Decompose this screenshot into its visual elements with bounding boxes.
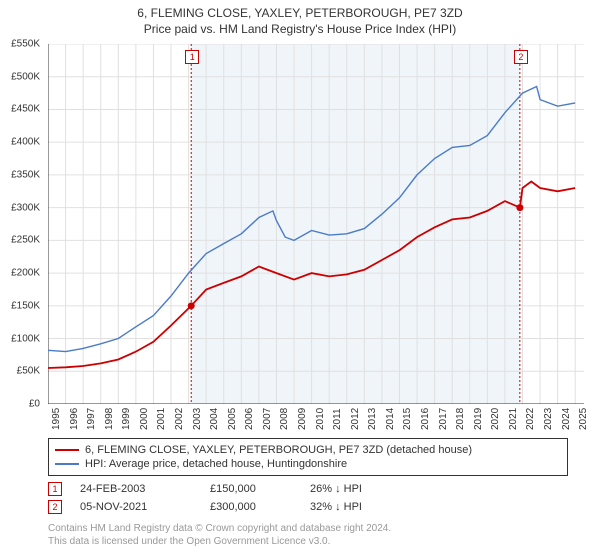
x-tick-label: 1996: [69, 408, 80, 430]
x-tick-label: 1998: [104, 408, 115, 430]
y-tick-label: £450K: [11, 104, 40, 115]
chart-titles: 6, FLEMING CLOSE, YAXLEY, PETERBOROUGH, …: [0, 0, 600, 36]
marker-row-id: 2: [48, 500, 62, 514]
x-tick-label: 2017: [438, 408, 449, 430]
title-main: 6, FLEMING CLOSE, YAXLEY, PETERBOROUGH, …: [0, 6, 600, 20]
plot-svg: [48, 44, 584, 404]
chart-container: 6, FLEMING CLOSE, YAXLEY, PETERBOROUGH, …: [0, 0, 600, 560]
y-tick-label: £550K: [11, 39, 40, 50]
y-tick-label: £400K: [11, 137, 40, 148]
legend-label: 6, FLEMING CLOSE, YAXLEY, PETERBOROUGH, …: [85, 444, 472, 456]
x-tick-label: 2022: [525, 408, 536, 430]
marker-row: 2 05-NOV-2021£300,00032% ↓ HPI: [48, 498, 568, 516]
marker-row: 1 24-FEB-2003£150,00026% ↓ HPI: [48, 480, 568, 498]
y-tick-label: £150K: [11, 300, 40, 311]
x-tick-label: 2013: [367, 408, 378, 430]
x-tick-label: 2008: [279, 408, 290, 430]
y-tick-label: £350K: [11, 169, 40, 180]
marker-rows-table: 1 24-FEB-2003£150,00026% ↓ HPI 2 05-NOV-202…: [48, 480, 568, 516]
plot-marker-2: 2: [514, 50, 528, 64]
x-tick-label: 1995: [51, 408, 62, 430]
marker-price: £300,000: [210, 501, 310, 513]
copyright-line2: This data is licensed under the Open Gov…: [48, 535, 391, 548]
x-tick-label: 1997: [86, 408, 97, 430]
x-tick-label: 2015: [402, 408, 413, 430]
marker-pct: 26% ↓ HPI: [310, 483, 430, 495]
copyright: Contains HM Land Registry data © Crown c…: [48, 522, 391, 548]
x-tick-label: 2011: [332, 408, 343, 430]
plot-marker-1: 1: [185, 50, 199, 64]
marker-pct: 32% ↓ HPI: [310, 501, 430, 513]
y-tick-label: £200K: [11, 268, 40, 279]
legend-swatch: [55, 463, 79, 465]
x-tick-label: 2018: [455, 408, 466, 430]
y-tick-label: £250K: [11, 235, 40, 246]
x-tick-label: 2012: [350, 408, 361, 430]
x-tick-label: 2014: [385, 408, 396, 430]
y-axis-labels: £0£50K£100K£150K£200K£250K£300K£350K£400…: [0, 44, 44, 404]
x-tick-label: 2016: [420, 408, 431, 430]
x-tick-label: 2005: [227, 408, 238, 430]
x-tick-label: 2023: [543, 408, 554, 430]
y-tick-label: £300K: [11, 202, 40, 213]
x-tick-label: 2002: [174, 408, 185, 430]
legend-row: 6, FLEMING CLOSE, YAXLEY, PETERBOROUGH, …: [55, 443, 561, 457]
marker-price: £150,000: [210, 483, 310, 495]
legend-label: HPI: Average price, detached house, Hunt…: [85, 458, 347, 470]
y-tick-label: £50K: [17, 366, 40, 377]
x-tick-label: 2007: [262, 408, 273, 430]
x-tick-label: 2004: [209, 408, 220, 430]
x-axis-labels: 1995 1996 1997 1998 1999 2000 2001 2002 2003 2004…: [48, 406, 584, 434]
x-tick-label: 2024: [561, 408, 572, 430]
marker-row-id: 1: [48, 482, 62, 496]
x-tick-label: 2025: [578, 408, 589, 430]
x-tick-label: 1999: [121, 408, 132, 430]
legend-swatch: [55, 449, 79, 451]
x-tick-label: 2003: [192, 408, 203, 430]
marker-date: 24-FEB-2003: [80, 483, 210, 495]
copyright-line1: Contains HM Land Registry data © Crown c…: [48, 522, 391, 535]
x-tick-label: 2020: [490, 408, 501, 430]
x-tick-label: 2010: [315, 408, 326, 430]
x-tick-label: 2001: [156, 408, 167, 430]
marker-date: 05-NOV-2021: [80, 501, 210, 513]
y-tick-label: £0: [29, 399, 40, 410]
x-tick-label: 2000: [139, 408, 150, 430]
legend-row: HPI: Average price, detached house, Hunt…: [55, 457, 561, 471]
y-tick-label: £500K: [11, 71, 40, 82]
x-tick-label: 2021: [508, 408, 519, 430]
plot-area: 12: [48, 44, 584, 404]
legend-box: 6, FLEMING CLOSE, YAXLEY, PETERBOROUGH, …: [48, 438, 568, 476]
y-tick-label: £100K: [11, 333, 40, 344]
title-sub: Price paid vs. HM Land Registry's House …: [0, 22, 600, 36]
x-tick-label: 2009: [297, 408, 308, 430]
x-tick-label: 2006: [244, 408, 255, 430]
x-tick-label: 2019: [473, 408, 484, 430]
